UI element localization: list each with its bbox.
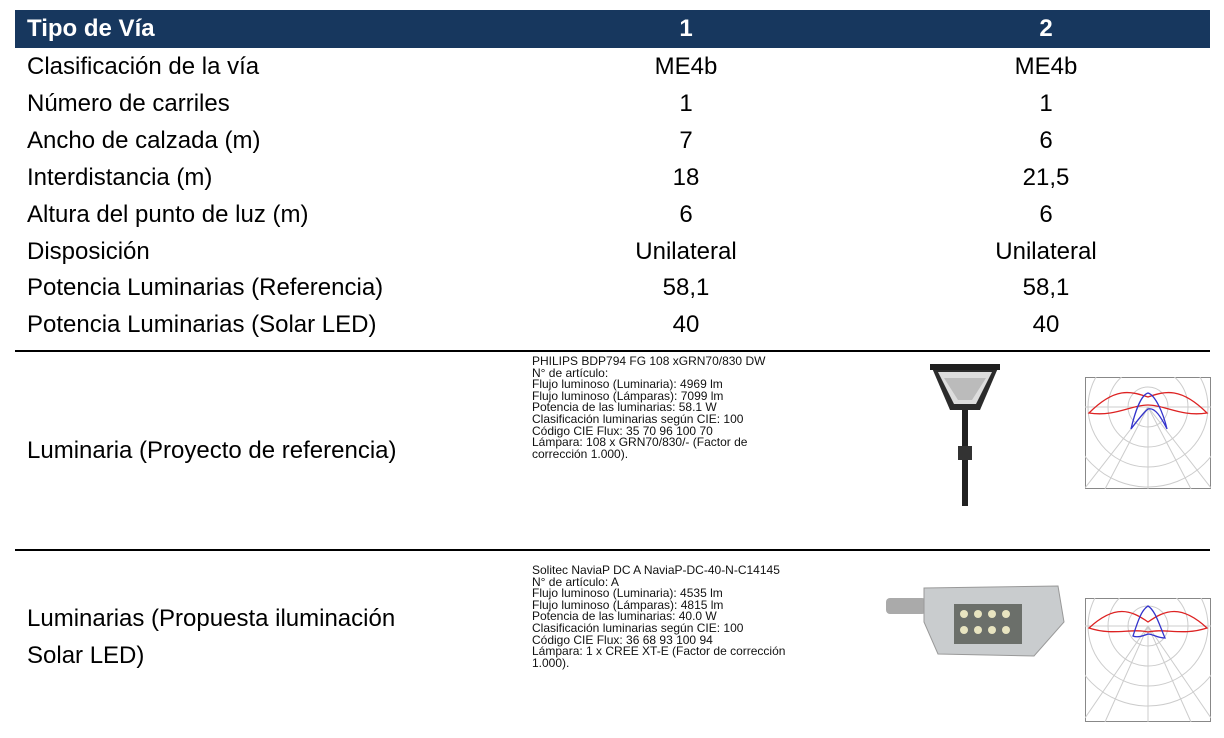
luminaire-label: Solar LED) — [27, 641, 145, 669]
row-value: 1 — [1039, 89, 1053, 117]
luminaire-spec: Lámpara: 1 x CREE XT-E (Factor de correc… — [532, 644, 786, 659]
row-value: ME4b — [1014, 53, 1078, 80]
luminaire-spec: Flujo luminoso (Luminaria): 4969 lm — [532, 377, 723, 392]
luminaire-spec: Flujo luminoso (Lámparas): 4815 lm — [532, 597, 724, 612]
row-value: 6 — [1039, 200, 1053, 228]
row-label: Ancho de calzada (m) — [27, 126, 261, 154]
separator — [15, 549, 1210, 551]
row-value: ME4b — [654, 53, 718, 80]
luminaire-spec: Flujo luminoso (Lámparas): 7099 lm — [532, 388, 724, 403]
row-value: 18 — [672, 163, 700, 191]
luminaire-label: Luminaria (Proyecto de referencia) — [27, 437, 397, 464]
luminaire-spec: Potencia de las luminarias: 58.1 W — [532, 400, 717, 415]
row-label: Potencia Luminarias (Solar LED) — [27, 311, 377, 339]
luminaire-spec: Código CIE Flux: 35 70 96 100 70 — [532, 423, 713, 438]
row-label: Clasificación de la vía — [27, 53, 260, 80]
row-label: Interdistancia (m) — [27, 163, 213, 191]
row-value: 40 — [1032, 311, 1060, 339]
row-value: Unilateral — [995, 237, 1097, 265]
luminaire-spec: N° de artículo: — [532, 365, 609, 380]
row-value: 7 — [679, 126, 693, 154]
row-value: 58,1 — [662, 274, 710, 302]
row-value: 40 — [672, 311, 700, 339]
row-label: Número de carriles — [27, 89, 230, 117]
row-label: Altura del punto de luz (m) — [27, 200, 309, 228]
luminaire-spec: Código CIE Flux: 36 68 93 100 94 — [532, 632, 713, 647]
luminaire-spec: Potencia de las luminarias: 40.0 W — [532, 609, 717, 624]
row-value: 21,5 — [1022, 163, 1070, 191]
row-value: 6 — [679, 200, 693, 228]
luminaire-spec: Lámpara: 108 x GRN70/830/- (Factor de — [532, 435, 748, 450]
header-cell: Tipo de Vía — [27, 15, 155, 42]
luminaire-spec: N° de artículo: A — [532, 574, 619, 589]
header-cell: 2 — [1039, 15, 1053, 42]
header-cell: 1 — [679, 15, 693, 42]
luminaire-image — [930, 364, 1000, 506]
row-value: 6 — [1039, 126, 1053, 154]
row-label: Disposición — [27, 237, 150, 265]
separator — [15, 350, 1210, 352]
luminaire-label: Luminarias (Propuesta iluminación — [27, 604, 396, 632]
polar-diagram — [1085, 598, 1211, 722]
row-value: 1 — [679, 89, 693, 117]
header-bar — [15, 10, 1210, 48]
luminaire-spec: Flujo luminoso (Luminaria): 4535 lm — [532, 586, 723, 601]
luminaire-spec: 1.000). — [532, 655, 570, 670]
luminaire-spec: Clasificación luminarias según CIE: 100 — [532, 412, 744, 426]
luminaire-spec: Solitec NaviaP DC A NaviaP-DC-40-N-C1414… — [532, 563, 780, 577]
row-label: Potencia Luminarias (Referencia) — [27, 274, 384, 302]
luminaire-image — [886, 585, 1065, 657]
luminaire-spec: Clasificación luminarias según CIE: 100 — [532, 621, 744, 635]
polar-diagram — [1085, 377, 1211, 489]
luminaire-spec: PHILIPS BDP794 FG 108 xGRN70/830 DW — [532, 354, 766, 368]
row-value: 58,1 — [1022, 274, 1070, 302]
row-value: Unilateral — [635, 237, 737, 265]
luminaire-spec: corrección 1.000). — [532, 446, 629, 461]
